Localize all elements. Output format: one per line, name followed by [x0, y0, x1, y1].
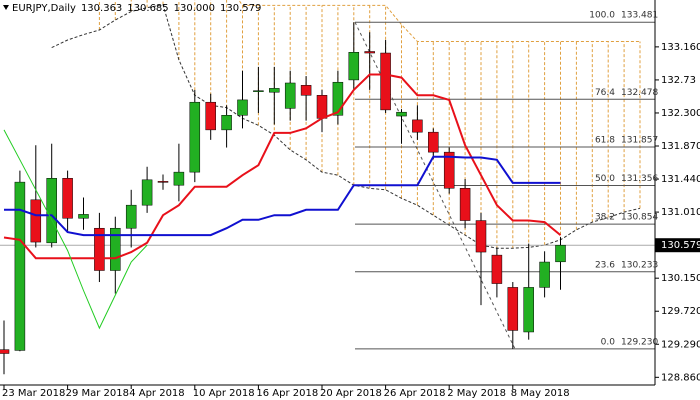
candle-body [459, 188, 471, 221]
fib-ratio: 50.0 [595, 174, 615, 184]
x-tick-label: 29 Mar 2018 [66, 388, 129, 399]
candle-body [555, 244, 566, 263]
y-tick-label: 132.73 [661, 75, 696, 86]
candle-body [30, 199, 42, 243]
fib-ratio: 0.0 [601, 337, 616, 347]
candle-body [507, 287, 519, 331]
candle-body [491, 254, 503, 284]
x-tick-label: 2 May 2018 [447, 388, 506, 399]
fib-price: 133.481 [621, 11, 658, 21]
x-tick-label: 10 Apr 2018 [193, 388, 255, 399]
fib-price: 129.230 [621, 337, 658, 347]
x-tick-label: 20 Apr 2018 [320, 388, 382, 399]
fib-price: 132.478 [621, 88, 658, 98]
fib-ratio: 76.4 [595, 88, 615, 98]
candle-body [14, 181, 26, 351]
x-tick-label: 16 Apr 2018 [256, 388, 318, 399]
candle-body [443, 151, 455, 189]
candle-body [539, 261, 550, 288]
candle-body [364, 51, 375, 54]
y-tick-label: 129.290 [661, 339, 700, 350]
indicator-line [3, 129, 148, 330]
last-price-box [655, 238, 700, 253]
candle-body [205, 101, 216, 131]
candle-body [428, 131, 439, 153]
candle-body [269, 88, 280, 93]
y-tick-label: 131.870 [661, 141, 700, 152]
candle-body [380, 52, 391, 111]
header-text: 130.000 [174, 3, 215, 14]
span-b-line [238, 0, 640, 42]
fib-ratio: 23.6 [595, 260, 615, 270]
candle-body [125, 204, 137, 229]
header-text: EURJPY,Daily [12, 3, 76, 14]
candle-body [189, 101, 201, 173]
y-tick-label: 129.720 [661, 306, 700, 317]
fib-ratio: 100.0 [589, 11, 615, 21]
fib-price: 130.233 [621, 260, 658, 270]
plot-area [0, 0, 655, 375]
y-tick-label: 132.300 [661, 108, 700, 119]
indicator-line [4, 155, 561, 237]
candle-body [110, 227, 121, 271]
menu-icon [3, 5, 9, 10]
candle-body [237, 99, 248, 116]
candle-body [300, 85, 312, 96]
candle-body [475, 220, 487, 253]
candle-body [62, 178, 73, 219]
candle-body [523, 287, 534, 333]
header-text: 130.579 [220, 3, 261, 14]
y-tick-label: 131.010 [661, 207, 700, 218]
fib-price: 130.854 [621, 213, 658, 223]
x-tick-label: 4 Apr 2018 [129, 388, 184, 399]
fib-ratio: 38.2 [595, 213, 615, 223]
candle-body [0, 349, 10, 354]
y-tick-label: 130.150 [661, 273, 700, 284]
candle-body [348, 52, 360, 81]
candle-body [173, 171, 185, 186]
last-price-label: 130.579 [661, 240, 700, 251]
x-tick-label: 26 Apr 2018 [384, 388, 446, 399]
candle-body [141, 179, 153, 206]
candle-body [412, 119, 423, 133]
header-text: 130.363 [81, 3, 122, 14]
header: EURJPY,Daily 130.363 130.685 130.000 130.579 [12, 3, 261, 14]
candle-body [284, 82, 296, 109]
indicator-line [3, 73, 562, 260]
fib-price: 131.857 [621, 136, 658, 146]
x-tick-label: 23 Mar 2018 [2, 388, 65, 399]
candle-body [253, 90, 264, 92]
y-tick-label: 128.860 [661, 372, 700, 383]
x-tick-label: 8 May 2018 [511, 388, 570, 399]
candle-body [316, 95, 328, 119]
candle-body [157, 181, 169, 183]
candle-body [46, 178, 57, 244]
fib-ratio: 61.8 [595, 136, 615, 146]
candle-body [221, 115, 232, 131]
fib-price: 131.356 [621, 174, 658, 184]
candle-body [396, 111, 407, 117]
y-tick-label: 131.440 [661, 174, 700, 185]
y-tick-label: 133.160 [661, 42, 700, 53]
candle-body [94, 227, 105, 271]
candle-body [332, 81, 344, 116]
header-text: 130.685 [127, 3, 168, 14]
candle-body [78, 214, 89, 219]
